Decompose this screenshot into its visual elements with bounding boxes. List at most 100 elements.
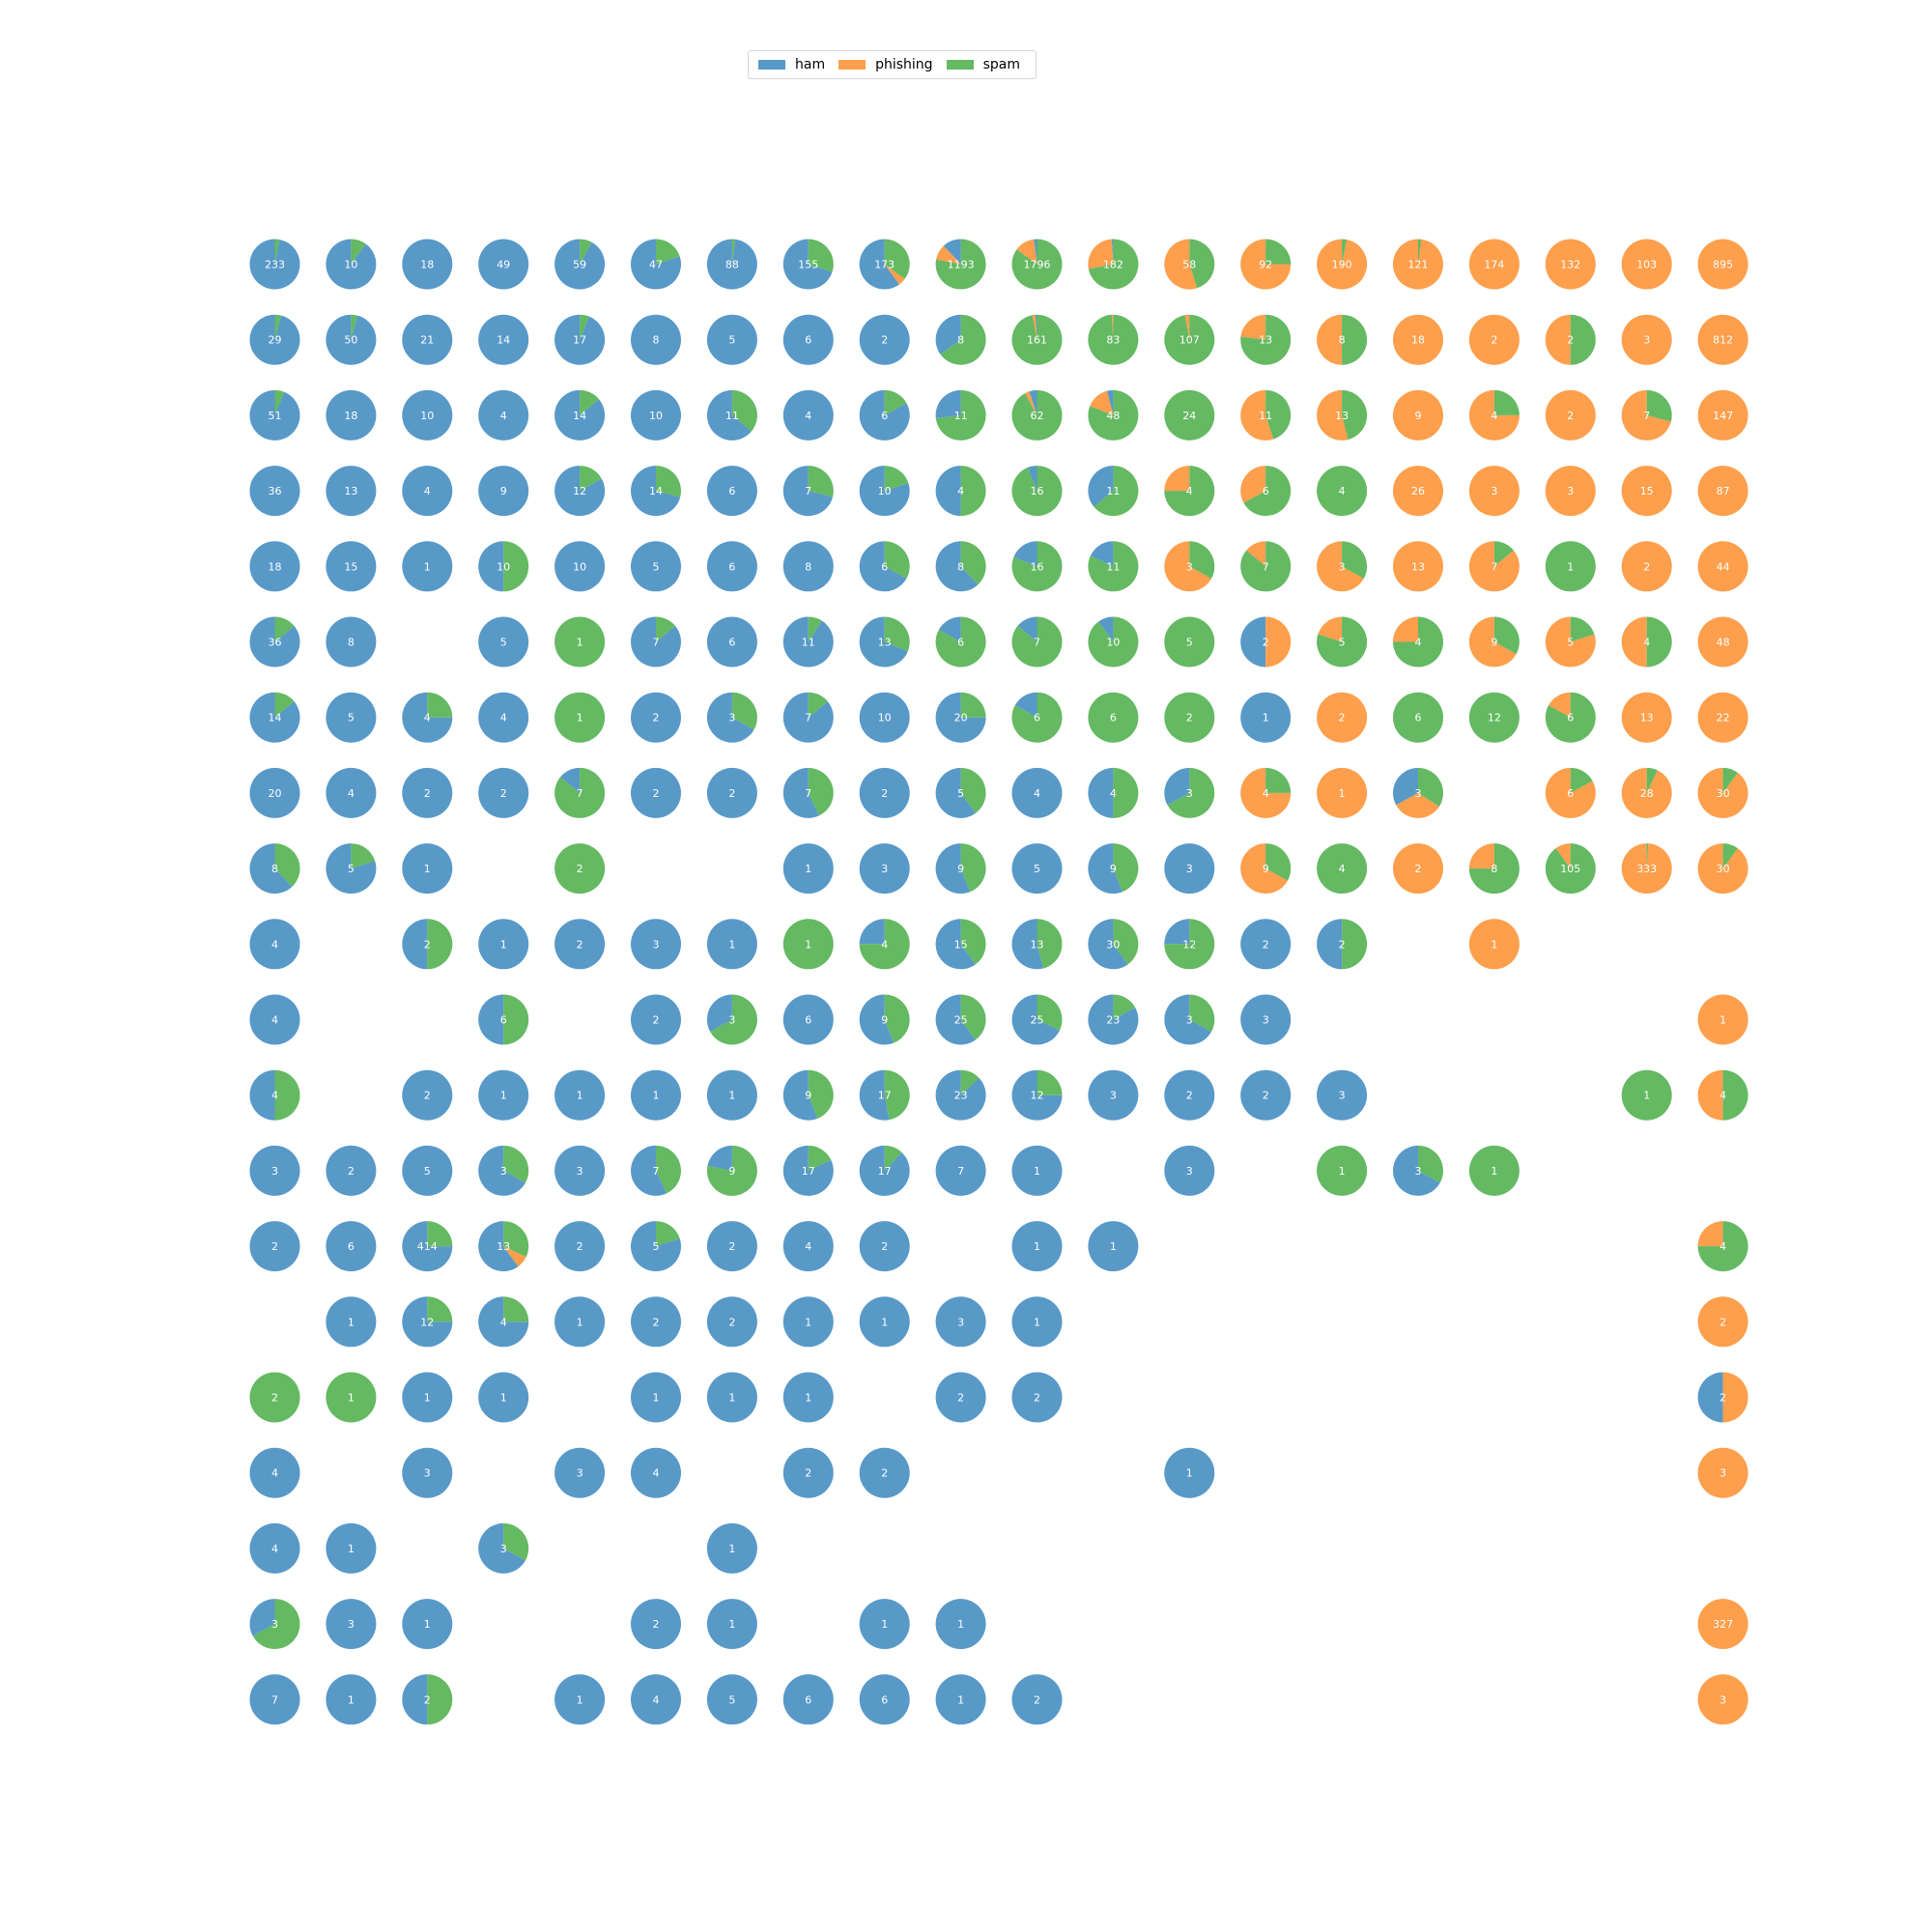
pie-slice-spam xyxy=(1570,767,1593,793)
pie-r2-c11: 48 xyxy=(1088,389,1139,440)
pie-slice-phishing xyxy=(1545,466,1596,517)
pie-r14-c2: 12 xyxy=(402,1296,453,1348)
pie-slice-spam xyxy=(1493,541,1514,567)
pie-r10-c0: 4 xyxy=(249,994,300,1045)
pie-slice-ham xyxy=(782,239,833,290)
pie-slice-ham xyxy=(326,314,377,365)
pie-slice-ham xyxy=(249,1522,300,1574)
pie-total-label: 17 xyxy=(573,334,586,347)
pie-slice-ham xyxy=(1240,616,1266,668)
pie-r19-c8: 6 xyxy=(859,1674,910,1725)
pie-r17-c3: 3 xyxy=(478,1522,529,1574)
pie-total-label: 3 xyxy=(1415,1165,1422,1178)
pie-total-label: 14 xyxy=(573,410,586,422)
pie-total-label: 18 xyxy=(420,259,434,271)
pie-slice-spam xyxy=(1011,314,1063,365)
pie-slice-spam xyxy=(1113,994,1136,1020)
pie-slice-spam xyxy=(1088,692,1139,743)
pie-slice-spam xyxy=(503,994,529,1045)
pie-total-label: 2 xyxy=(1567,334,1574,347)
pie-total-label: 2 xyxy=(348,1165,355,1178)
pie-r16-c12: 1 xyxy=(1164,1447,1215,1498)
pie-slice-spam xyxy=(427,1296,453,1322)
pie-total-label: 6 xyxy=(1415,712,1422,724)
pie-slice-spam xyxy=(1722,843,1738,869)
pie-slice-spam xyxy=(1342,314,1368,365)
pie-r0-c1: 10 xyxy=(326,239,377,290)
pie-slice-phishing xyxy=(1468,843,1494,869)
pie-total-label: 2 xyxy=(653,1014,660,1027)
pie-total-label: 1 xyxy=(500,1392,507,1405)
pie-slice-spam xyxy=(1722,1069,1748,1121)
pie-slice-ham xyxy=(478,541,504,592)
pie-slice-ham xyxy=(1240,1069,1292,1121)
pie-slice-spam xyxy=(1342,541,1368,579)
pie-slice-spam xyxy=(808,466,834,497)
pie-total-label: 1 xyxy=(424,1392,431,1405)
pie-r1-c15: 18 xyxy=(1393,314,1443,365)
pie-slice-spam xyxy=(1265,843,1292,881)
pie-slice-ham xyxy=(1240,692,1292,743)
pie-r3-c4: 12 xyxy=(554,466,606,517)
pie-total-label: 30 xyxy=(1717,787,1730,800)
pie-r6-c5: 2 xyxy=(631,692,681,743)
pie-slice-spam xyxy=(503,1296,529,1322)
pie-total-label: 3 xyxy=(1186,863,1193,875)
pie-slice-spam xyxy=(1240,541,1292,592)
pie-slice-ham xyxy=(706,1221,757,1272)
pie-slice-phishing xyxy=(1317,314,1343,365)
pie-slice-phishing xyxy=(1088,239,1114,270)
legend-item-phishing: phishing xyxy=(838,57,933,72)
pie-slice-ham xyxy=(554,1674,606,1725)
pie-slice-ham xyxy=(859,692,910,743)
pie-r9-c16: 1 xyxy=(1468,919,1520,970)
pie-r11-c13: 2 xyxy=(1240,1069,1292,1121)
pie-total-label: 1 xyxy=(728,938,735,951)
pie-total-label: 2 xyxy=(881,787,888,800)
pie-slice-spam xyxy=(427,1674,453,1725)
pie-slice-spam xyxy=(1317,1145,1368,1196)
pie-slice-phishing xyxy=(1393,314,1443,365)
pie-r11-c6: 1 xyxy=(706,1069,757,1121)
pie-total-label: 5 xyxy=(728,334,735,347)
pie-total-label: 48 xyxy=(1717,637,1730,649)
pie-total-label: 7 xyxy=(271,1693,278,1706)
pie-r19-c0: 7 xyxy=(249,1674,300,1725)
pie-r6-c14: 2 xyxy=(1317,692,1368,743)
legend-item-ham: ham xyxy=(758,57,825,72)
pie-slice-spam xyxy=(1037,1069,1063,1095)
pie-r0-c9: 1193 xyxy=(935,239,986,290)
pie-total-label: 3 xyxy=(881,863,888,875)
pie-total-label: 44 xyxy=(1717,560,1730,573)
pie-slice-spam xyxy=(808,239,834,272)
pie-slice-phishing xyxy=(1396,792,1439,818)
pie-slice-ham xyxy=(1088,1069,1139,1121)
pie-slice-ham xyxy=(478,239,529,290)
pie-slice-spam xyxy=(503,1221,529,1258)
pie-r12-c2: 5 xyxy=(402,1145,453,1196)
pie-r11-c10: 12 xyxy=(1011,1069,1063,1121)
pie-slice-ham xyxy=(935,1145,986,1196)
pie-slice-spam xyxy=(1243,466,1292,517)
pie-slice-ham xyxy=(782,541,834,592)
pie-slice-ham xyxy=(706,767,757,818)
pie-r4-c0: 18 xyxy=(249,541,300,592)
pie-slice-ham xyxy=(706,1522,757,1574)
pie-r0-c12: 58 xyxy=(1164,239,1215,290)
pie-total-label: 1 xyxy=(577,1693,583,1706)
pie-slice-phishing xyxy=(1016,239,1037,265)
pie-slice-ham xyxy=(631,1372,681,1423)
pie-r6-c10: 6 xyxy=(1011,692,1063,743)
pie-r2-c9: 11 xyxy=(935,389,986,440)
pie-total-label: 12 xyxy=(1488,712,1501,724)
pie-total-label: 25 xyxy=(1031,1014,1044,1027)
pie-r10-c6: 3 xyxy=(706,994,757,1045)
pie-r3-c0: 36 xyxy=(249,466,300,517)
pie-r19-c1: 1 xyxy=(326,1674,377,1725)
pie-r9-c9: 15 xyxy=(935,919,986,970)
pie-r2-c1: 18 xyxy=(326,389,377,440)
pie-r13-c4: 2 xyxy=(554,1221,606,1272)
pie-slice-phishing xyxy=(1393,616,1418,642)
pie-r16-c5: 4 xyxy=(631,1447,681,1498)
pie-slice-spam xyxy=(960,767,986,813)
